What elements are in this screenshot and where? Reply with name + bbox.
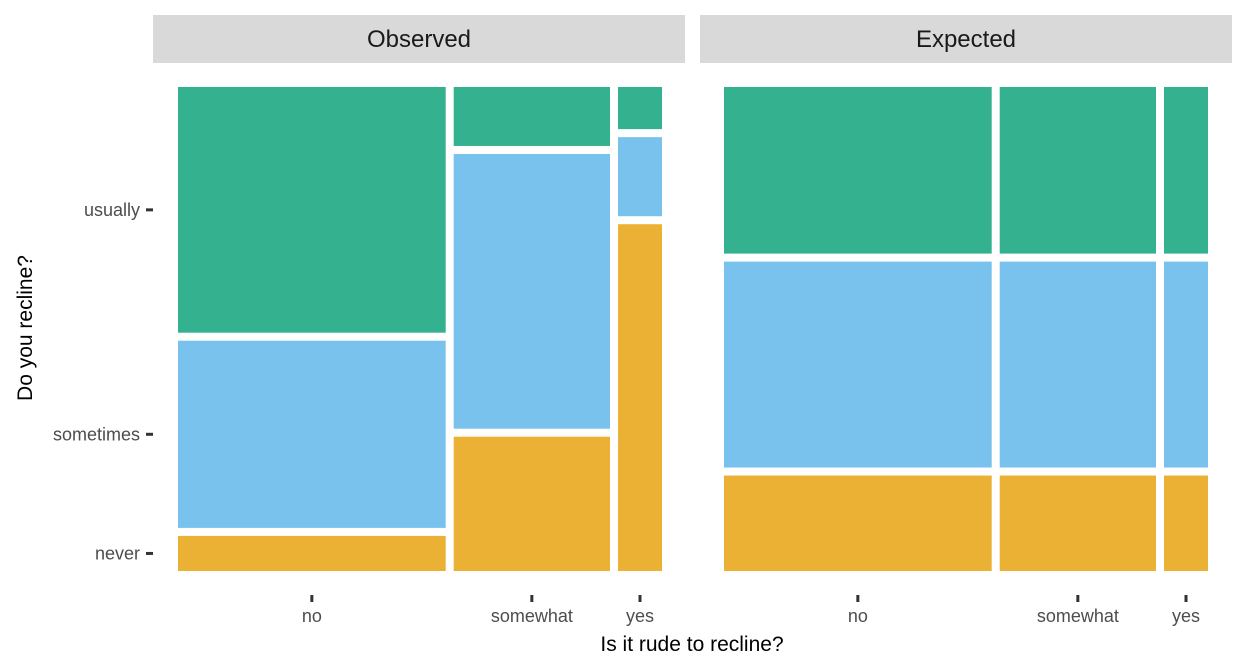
x-tick-label-somewhat: somewhat [1037, 606, 1119, 626]
tile-expected-no-sometimes [724, 261, 992, 468]
y-tick-label-sometimes: sometimes [53, 424, 140, 444]
tile-observed-no-usually [178, 87, 446, 333]
x-tick-label-no: no [848, 606, 868, 626]
tiles-expected [724, 87, 1208, 571]
x-axis: no somewhat yes no somewhat yes [302, 595, 1200, 626]
tile-observed-somewhat-usually [453, 87, 611, 146]
x-tick-label-yes: yes [626, 606, 654, 626]
strip-label-expected: Expected [916, 26, 1016, 53]
tile-observed-no-sometimes [178, 340, 446, 528]
y-axis-title: Do you recline? [14, 255, 37, 401]
tile-observed-yes-sometimes [618, 137, 662, 217]
strip-observed [153, 15, 685, 63]
tile-expected-no-usually [724, 87, 992, 254]
panel-observed: Observed [153, 15, 685, 571]
tile-observed-somewhat-never [453, 436, 611, 571]
tile-expected-yes-usually [1164, 87, 1208, 254]
x-axis-title: Is it rude to recline? [600, 633, 783, 656]
tile-expected-yes-never [1164, 475, 1208, 571]
x-tick-label-somewhat: somewhat [491, 606, 573, 626]
tile-observed-no-never [178, 535, 446, 571]
tile-expected-yes-sometimes [1164, 261, 1208, 468]
tile-observed-somewhat-sometimes [453, 153, 611, 429]
tile-expected-no-never [724, 475, 992, 571]
tile-observed-yes-never [618, 224, 662, 571]
y-tick-label-usually: usually [84, 200, 140, 220]
y-tick-label-never: never [95, 543, 140, 563]
tile-expected-somewhat-usually [999, 87, 1157, 254]
tile-observed-yes-usually [618, 87, 662, 130]
y-axis: never sometimes usually [53, 200, 153, 563]
panel-expected: Expected [700, 15, 1232, 571]
strip-label-observed: Observed [367, 26, 471, 53]
tile-expected-somewhat-never [999, 475, 1157, 571]
x-tick-label-no: no [302, 606, 322, 626]
strip-expected [700, 15, 1232, 63]
x-tick-label-yes: yes [1172, 606, 1200, 626]
tiles-observed [178, 87, 662, 571]
tile-expected-somewhat-sometimes [999, 261, 1157, 468]
